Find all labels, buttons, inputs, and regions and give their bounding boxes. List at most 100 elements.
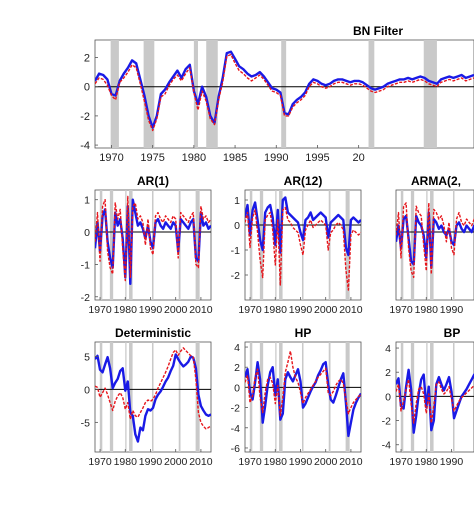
y-tick-label-hp-1: -4 <box>231 423 240 435</box>
y-tick-label-bn-filter-2: 0 <box>84 82 90 94</box>
recession-band-deterministic-0 <box>99 342 103 452</box>
panel-bn-filter: BN Filter 1970 1975 1980 1985 1990 1995 20-4-2… <box>80 24 474 164</box>
series-line-bp-red <box>396 378 474 424</box>
panel-deterministic: Deterministic 1970 1980 1990 2000 2010 -5 0 5 <box>81 326 213 468</box>
panel-title-ar12: AR(12) <box>284 174 323 188</box>
y-tick-label-ar1-0: -2 <box>81 292 90 304</box>
x-tick-label-bn-filter-4: 1990 <box>264 152 288 164</box>
x-tick-label-bn-filter-6: 20 <box>353 152 365 164</box>
x-tick-label-ar12-1: 1980 <box>264 304 288 316</box>
x-tick-label-bn-filter-3: 1985 <box>223 152 247 164</box>
y-tick-label-hp-3: 0 <box>234 382 240 394</box>
x-tick-label-ar1-0: 1970 <box>88 304 112 316</box>
y-tick-label-ar12-3: 1 <box>234 195 240 207</box>
x-tick-label-bn-filter-1: 1975 <box>140 152 164 164</box>
x-tick-label-arma-1: 1980 <box>415 304 439 316</box>
y-tick-label-ar12-2: 0 <box>234 220 240 232</box>
recession-band-hp-6 <box>345 342 350 452</box>
y-tick-label-ar1-3: 1 <box>84 195 90 207</box>
panel-title-bp: BP <box>444 326 461 340</box>
y-tick-label-ar1-2: 0 <box>84 227 90 239</box>
y-tick-label-hp-0: -6 <box>231 443 240 455</box>
panel-ar12: AR(12) 1970 1980 1990 2000 2010 -2 -1 0 1 <box>231 174 363 316</box>
recession-band-deterministic-1 <box>109 342 114 452</box>
recession-band-ar12-4 <box>301 190 304 300</box>
y-tick-label-bp-3: 2 <box>385 367 391 379</box>
panel-hp: HP 1970 1980 1990 2000 2010 -6 -4 -2 0 2 4 <box>231 326 363 468</box>
y-tick-label-bp-2: 0 <box>385 391 391 403</box>
recession-band-deterministic-3 <box>129 342 133 452</box>
x-tick-label-ar12-4: 2010 <box>339 304 363 316</box>
recession-band-deterministic-4 <box>151 342 154 452</box>
panel-arma: ARMA(2, 1970 1980 1990 <box>389 174 474 316</box>
x-tick-label-arma-0: 1970 <box>389 304 413 316</box>
y-tick-label-bn-filter-1: -2 <box>80 111 90 123</box>
y-tick-label-bp-4: 4 <box>385 343 391 355</box>
x-tick-label-deterministic-4: 2010 <box>189 456 213 468</box>
recession-band-bp-4 <box>452 342 455 452</box>
panel-title-ar1: AR(1) <box>137 174 169 188</box>
x-tick-label-bn-filter-2: 1980 <box>182 152 206 164</box>
x-tick-label-deterministic-0: 1970 <box>88 456 112 468</box>
x-tick-label-hp-3: 2000 <box>314 456 338 468</box>
recession-band-bn-filter-5 <box>368 40 375 148</box>
y-tick-label-bp-0: -4 <box>382 440 391 452</box>
y-tick-label-ar12-1: -1 <box>231 245 240 257</box>
series-line-hp-red <box>245 350 361 417</box>
panel-title-arma: ARMA(2, <box>411 174 461 188</box>
x-tick-label-hp-1: 1980 <box>264 456 288 468</box>
x-tick-label-hp-0: 1970 <box>238 456 262 468</box>
series-line-deterministic-blue <box>95 353 211 443</box>
y-tick-label-hp-4: 2 <box>234 362 240 374</box>
recession-band-hp-3 <box>279 342 283 452</box>
series-line-arma-red <box>396 202 474 279</box>
recession-band-bn-filter-3 <box>206 40 218 148</box>
x-tick-label-bp-0: 1970 <box>389 456 413 468</box>
x-tick-label-ar12-0: 1970 <box>238 304 262 316</box>
recession-band-ar12-6 <box>345 190 350 300</box>
recession-band-ar12-0 <box>249 190 253 300</box>
y-tick-label-hp-5: 4 <box>234 342 240 354</box>
x-tick-label-deterministic-2: 1990 <box>139 456 163 468</box>
y-tick-label-bp-1: -2 <box>382 416 391 428</box>
series-line-ar12-red <box>245 206 361 291</box>
x-tick-label-bn-filter-5: 1995 <box>305 152 329 164</box>
y-tick-label-hp-2: -2 <box>231 403 240 415</box>
recession-band-bp-3 <box>430 342 434 452</box>
x-tick-label-ar1-2: 1990 <box>139 304 163 316</box>
y-tick-label-deterministic-1: 0 <box>84 384 90 396</box>
recession-band-ar1-1 <box>109 190 114 300</box>
x-tick-label-arma-2: 1990 <box>440 304 464 316</box>
series-line-arma-blue <box>396 211 474 269</box>
recession-band-arma-1 <box>410 190 415 300</box>
series-line-hp-blue <box>245 361 361 438</box>
y-tick-label-bn-filter-3: 2 <box>84 53 90 65</box>
x-tick-label-ar12-2: 1990 <box>289 304 313 316</box>
recession-band-hp-2 <box>275 342 277 452</box>
recession-band-deterministic-2 <box>125 342 127 452</box>
x-tick-label-bn-filter-0: 1970 <box>99 152 123 164</box>
x-tick-label-hp-2: 1990 <box>289 456 313 468</box>
panel-bp: BP 1970 1980 1990 -4 -2 0 2 4 <box>382 326 474 468</box>
panel-ar1: AR(1) 1970 1980 1990 2000 2010 -2 -1 0 1 <box>81 174 213 316</box>
x-tick-label-bp-2: 1990 <box>440 456 464 468</box>
recession-band-bp-0 <box>400 342 404 452</box>
x-tick-label-ar1-1: 1980 <box>114 304 138 316</box>
x-tick-label-hp-4: 2010 <box>339 456 363 468</box>
y-tick-label-ar12-0: -2 <box>231 270 240 282</box>
x-tick-label-deterministic-3: 2000 <box>164 456 188 468</box>
y-tick-label-ar1-1: -1 <box>81 259 90 271</box>
panel-title-hp: HP <box>295 326 312 340</box>
recession-band-deterministic-5 <box>178 342 181 452</box>
x-tick-label-ar1-4: 2010 <box>189 304 213 316</box>
recession-band-ar1-6 <box>195 190 200 300</box>
panel-title-deterministic: Deterministic <box>115 326 191 340</box>
y-tick-label-bn-filter-0: -4 <box>80 140 90 152</box>
plot-area-arma <box>395 189 474 301</box>
x-tick-label-deterministic-1: 1980 <box>114 456 138 468</box>
recession-band-bn-filter-1 <box>143 40 155 148</box>
y-tick-label-deterministic-0: -5 <box>81 417 90 429</box>
y-tick-label-deterministic-2: 5 <box>84 351 90 363</box>
x-tick-label-bp-1: 1980 <box>415 456 439 468</box>
